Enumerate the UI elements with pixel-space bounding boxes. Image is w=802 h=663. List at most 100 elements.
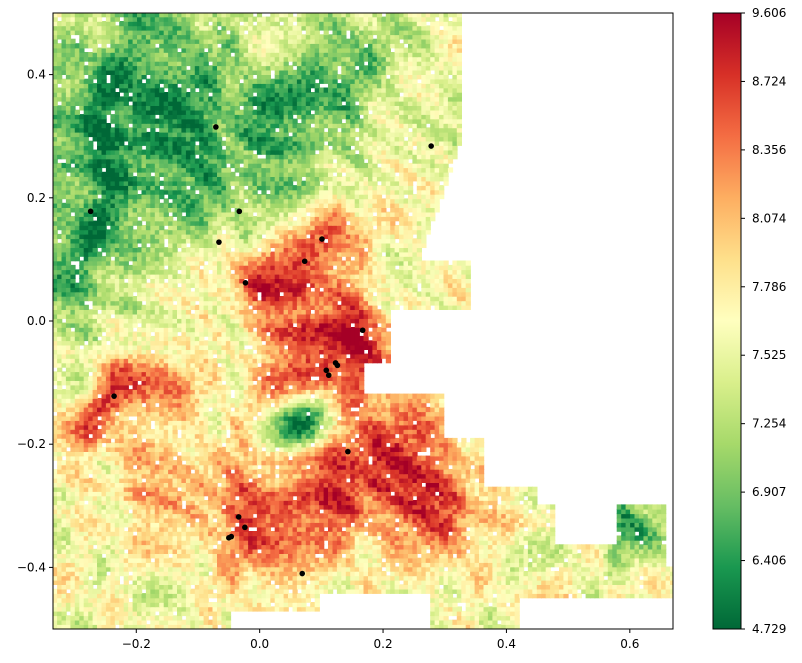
heat-cell [70, 548, 76, 554]
heat-cell [145, 455, 152, 461]
heat-cell [301, 531, 307, 537]
heat-cell [408, 433, 414, 439]
heat-cell [145, 602, 152, 608]
heat-cell [168, 508, 174, 515]
heat-cell [252, 562, 258, 568]
heat-cell [221, 420, 227, 426]
heat-cell [487, 579, 494, 585]
heat-cell [354, 535, 360, 541]
heat-cell [270, 571, 276, 577]
heat-cell [150, 442, 156, 448]
heat-cell [479, 588, 485, 594]
heat-cell [234, 504, 240, 510]
heat-cell [177, 424, 183, 430]
heat-cell [350, 420, 356, 426]
heat-cell [154, 504, 160, 510]
heat-cell [172, 588, 178, 594]
heat-cell [137, 513, 143, 519]
heat-cell [74, 424, 80, 430]
heat-cell [150, 477, 156, 483]
heat-cell [74, 415, 80, 421]
heat-cell [394, 415, 400, 421]
heat-cell [474, 491, 480, 497]
heat-cell [594, 588, 600, 594]
heat-cell [447, 455, 454, 461]
heat-cell [394, 460, 400, 466]
heat-cell [145, 526, 152, 532]
heat-cell [670, 579, 673, 585]
heat-cell [612, 562, 618, 568]
heat-cell [345, 482, 351, 488]
heat-cell [545, 579, 551, 585]
heat-cell [265, 429, 271, 435]
heat-cell [154, 553, 160, 559]
heat-cell [150, 588, 156, 594]
heat-cell [53, 415, 58, 421]
heat-cell [527, 539, 534, 546]
heat-cell [416, 557, 422, 563]
heat-cell [243, 593, 249, 599]
heat-cell [168, 477, 174, 483]
heat-cell [563, 553, 569, 559]
heat-cell [354, 584, 360, 590]
heat-cell [439, 482, 445, 488]
heat-cell [288, 593, 294, 599]
heat-cell [110, 535, 116, 541]
heat-cell [194, 597, 200, 603]
heat-cell [523, 517, 529, 523]
heat-cell [501, 535, 507, 541]
heat-cell [301, 464, 307, 470]
heat-cell [434, 602, 440, 608]
heat-cell [465, 500, 471, 506]
heat-cell [376, 539, 383, 546]
heat-cell [363, 566, 369, 572]
heat-cell [57, 593, 63, 599]
heat-cell [487, 495, 494, 501]
heat-cell [270, 504, 276, 510]
heat-cell [88, 593, 94, 599]
heat-cell [185, 535, 192, 541]
heat-cell [137, 566, 143, 572]
heat-cell [145, 535, 152, 541]
heat-cell [119, 424, 125, 430]
heat-cell [243, 455, 249, 461]
heat-cell [408, 495, 414, 501]
heat-cell [496, 566, 502, 572]
heat-cell [57, 553, 63, 559]
heat-cell [536, 588, 542, 594]
heat-cell [523, 584, 529, 590]
heat-cell [612, 593, 618, 599]
heat-cell [141, 442, 147, 448]
heat-cell [74, 482, 80, 488]
heat-cell [270, 455, 276, 461]
heat-cell [114, 455, 120, 461]
heat-cell [119, 508, 125, 515]
heat-cell [559, 575, 565, 581]
heat-cell [172, 562, 178, 568]
heat-cell [487, 606, 494, 612]
heat-cell [105, 491, 112, 497]
heat-cell [647, 539, 653, 546]
heat-cell [248, 429, 254, 435]
heat-cell [225, 531, 232, 537]
heat-cell [252, 539, 258, 546]
heat-cell [359, 571, 365, 577]
heat-cell [61, 624, 67, 629]
heat-cell [603, 566, 609, 572]
heat-cell [439, 624, 445, 629]
heat-cell [665, 584, 671, 590]
heat-cell [150, 535, 156, 541]
heat-cell [514, 624, 520, 629]
heat-cell [399, 526, 405, 532]
heat-cell [319, 566, 325, 572]
heat-cell [470, 508, 476, 515]
heat-cell [79, 495, 85, 501]
heat-cell [447, 619, 454, 625]
heat-cell [65, 411, 72, 417]
heat-cell [461, 597, 467, 603]
heat-cell [83, 508, 89, 515]
heat-cell [447, 513, 454, 519]
heat-cell [194, 473, 200, 479]
heat-cell [194, 619, 200, 625]
heat-cell [65, 584, 72, 590]
